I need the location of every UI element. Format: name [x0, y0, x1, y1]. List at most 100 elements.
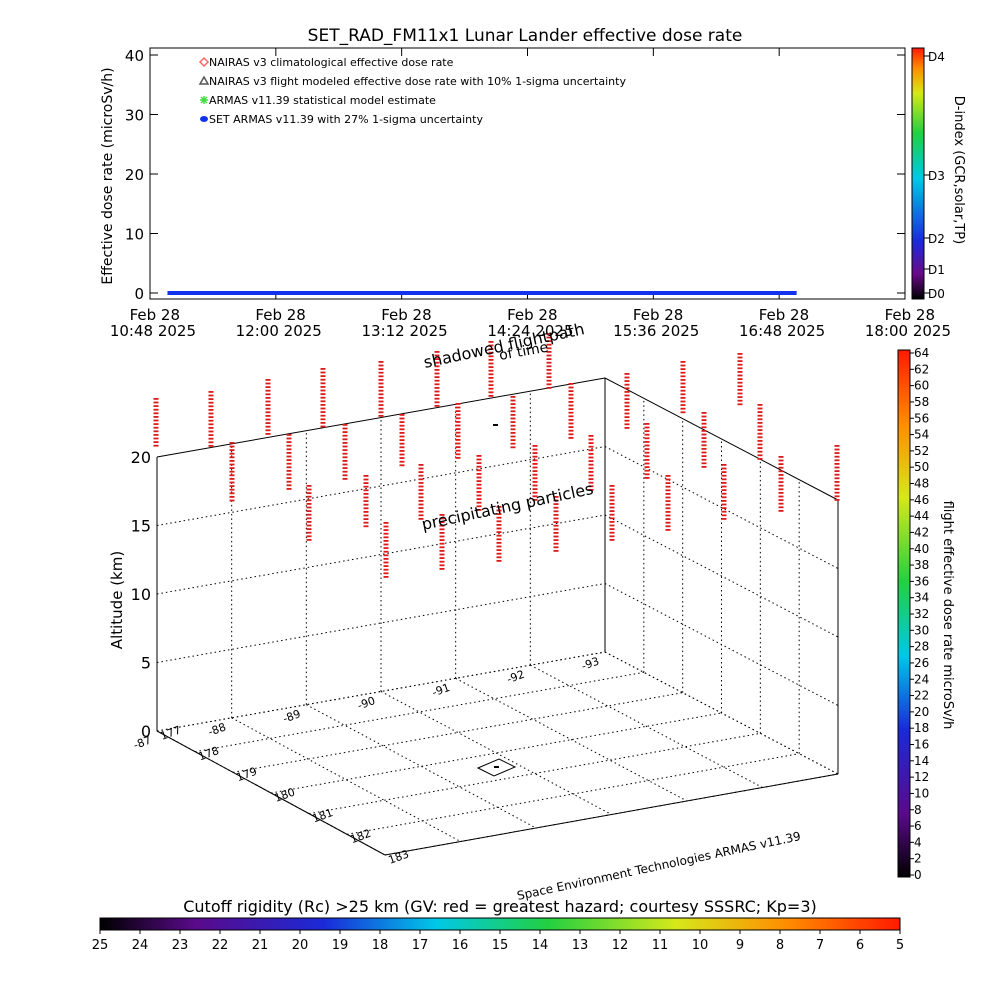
dose-tick-label: 38 [914, 558, 929, 572]
rigidity-tick-label: 7 [816, 938, 824, 953]
dose-marker [553, 510, 559, 513]
dose-marker [510, 439, 516, 441]
dose-marker [644, 477, 650, 479]
dose-marker [510, 417, 516, 420]
latitude-tick-label: -90 [356, 694, 377, 712]
dose-marker [609, 524, 615, 527]
dose-marker [208, 412, 214, 415]
legend-marker-diamond [198, 56, 210, 68]
dose-marker [399, 442, 405, 445]
box-edge [384, 773, 839, 856]
dose-marker [229, 478, 235, 480]
ground-track-marker [476, 758, 517, 777]
dose-marker [208, 445, 214, 447]
y-tick-label: 0 [134, 285, 144, 303]
dose-marker [834, 466, 840, 469]
dose-marker [680, 368, 686, 370]
rigidity-tick-label: 20 [292, 938, 309, 953]
dose-marker [609, 517, 615, 520]
dose-marker [383, 529, 389, 531]
dose-marker [644, 423, 650, 425]
dose-marker [488, 341, 494, 343]
dose-marker [644, 462, 650, 465]
dose-tick-label: 50 [914, 460, 929, 474]
dose-marker [609, 535, 615, 538]
dose-marker [680, 397, 686, 399]
dose-marker [342, 438, 348, 441]
dose-marker [568, 393, 574, 396]
dose-marker [757, 425, 763, 428]
dose-marker [665, 485, 671, 488]
dose-marker [757, 411, 763, 413]
dose-marker [383, 558, 389, 560]
dose-marker [680, 379, 686, 381]
dose-marker [208, 405, 214, 408]
legend-marker-triangle [198, 75, 210, 85]
back-right-wall-gridline [604, 377, 839, 501]
dose-marker [568, 386, 574, 389]
dose-marker [434, 376, 440, 378]
dose-colorbar-label: flight effective dose rate microSv/h [940, 501, 955, 730]
dose-marker [439, 550, 445, 552]
longitude-tick-label: 179 [235, 765, 259, 784]
rigidity-tick-label: 24 [132, 938, 149, 953]
dose-marker [778, 502, 784, 505]
dose-marker [532, 452, 538, 454]
dose-marker [476, 462, 482, 464]
dose-marker [476, 458, 482, 461]
dose-marker [496, 520, 502, 523]
dose-marker [624, 427, 630, 429]
dose-marker [609, 528, 615, 530]
dose-marker [265, 429, 271, 432]
dose-marker [306, 513, 312, 516]
dose-marker [737, 381, 743, 384]
dose-marker [455, 413, 461, 416]
flightpath-marker [493, 424, 498, 426]
dose-marker [286, 441, 292, 443]
dose-marker [306, 535, 312, 538]
dose-marker [265, 393, 271, 396]
rigidity-tick-label: 25 [92, 938, 109, 953]
x-tick-label-date: Feb 28 [255, 306, 305, 324]
dose-marker [488, 391, 494, 394]
dose-marker [588, 478, 594, 480]
dose-marker [153, 405, 159, 407]
dose-marker [701, 466, 707, 468]
dose-marker [553, 550, 559, 552]
dose-marker [439, 521, 445, 523]
dose-marker [737, 403, 743, 406]
dose-tick-label: 18 [914, 721, 929, 735]
dose-marker [553, 517, 559, 520]
dose-marker [778, 463, 784, 465]
box-edge [156, 730, 386, 856]
dose-marker [455, 428, 461, 430]
dose-marker [488, 348, 494, 350]
dose-marker [229, 492, 235, 495]
dose-marker [553, 524, 559, 527]
floor-gridline-lat [530, 664, 763, 788]
dose-marker [701, 437, 707, 439]
dose-marker [306, 503, 312, 505]
dose-marker [378, 361, 384, 363]
dose-marker [778, 477, 784, 480]
dose-marker [568, 433, 574, 436]
dose-marker [834, 459, 840, 462]
dose-marker [532, 455, 538, 458]
dose-marker [418, 467, 424, 470]
x-tick-label-time: 13:12 2025 [361, 322, 447, 340]
dose-tick-label: 48 [914, 477, 929, 491]
dose-marker [701, 458, 707, 461]
dose-marker [342, 431, 348, 433]
dose-marker [342, 424, 348, 426]
dose-marker [588, 456, 594, 459]
dose-marker [208, 398, 214, 400]
dose-marker [306, 499, 312, 502]
dose-marker [306, 531, 312, 534]
dose-marker [510, 406, 516, 409]
dose-marker [229, 463, 235, 466]
dose-marker [363, 514, 369, 517]
dose-marker [306, 539, 312, 541]
dose-marker [568, 404, 574, 407]
dose-marker [721, 492, 727, 495]
dose-marker [737, 371, 743, 373]
